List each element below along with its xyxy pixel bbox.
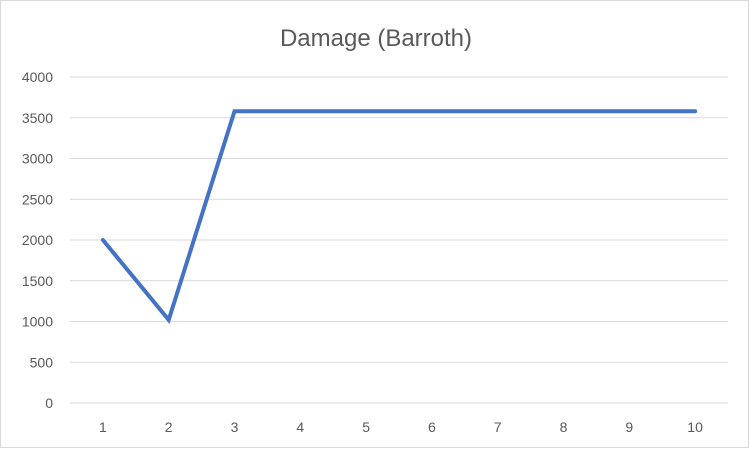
x-tick-label: 10 [687,419,703,435]
y-tick-label: 2000 [22,232,53,248]
x-tick-label: 1 [99,419,107,435]
y-tick-label: 1000 [22,314,53,330]
x-axis-ticks: 1 2 3 4 5 6 7 8 9 10 [99,419,703,435]
y-tick-label: 2500 [22,191,53,207]
x-tick-label: 5 [362,419,370,435]
series-layer [100,109,698,324]
x-tick-label: 7 [494,419,502,435]
x-tick-label: 6 [428,419,436,435]
x-tick-label: 2 [165,419,173,435]
y-tick-label: 1500 [22,273,53,289]
y-tick-label: 3500 [22,110,53,126]
y-tick-label: 500 [30,354,54,370]
x-tick-label: 4 [296,419,304,435]
x-tick-label: 9 [625,419,633,435]
y-tick-label: 4000 [22,69,53,85]
chart-title: Damage (Barroth) [280,25,472,52]
y-tick-label: 0 [45,395,53,411]
y-tick-label: 3000 [22,151,53,167]
series-line [100,109,698,324]
gridlines [70,76,728,404]
y-axis-ticks: 0 500 1000 1500 2000 2500 3000 3500 4000 [22,69,53,411]
x-tick-label: 3 [231,419,239,435]
x-tick-label: 8 [560,419,568,435]
